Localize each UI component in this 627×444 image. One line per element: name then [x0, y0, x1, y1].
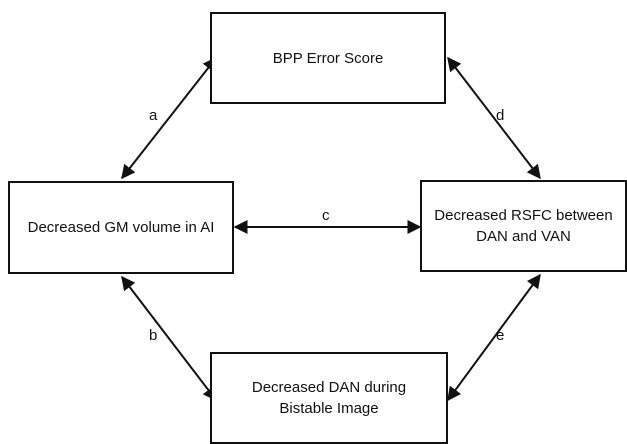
node-decreased-rsfc: Decreased RSFC between DAN and VAN — [420, 180, 627, 272]
node-decreased-dan: Decreased DAN during Bistable Image — [210, 352, 448, 444]
node-decreased-dan-label: Decreased DAN during Bistable Image — [251, 379, 407, 417]
node-decreased-gm-volume: Decreased GM volume in AI — [8, 181, 234, 274]
node-decreased-rsfc-label: Decreased RSFC between DAN and VAN — [434, 207, 613, 245]
edge-b-arrow — [121, 275, 217, 402]
edge-label-d: d — [496, 107, 505, 124]
edge-label-b: b — [149, 327, 158, 344]
node-bpp-error-score-label: BPP Error Score — [272, 49, 384, 67]
node-bpp-error-score: BPP Error Score — [210, 12, 446, 104]
edge-label-c: c — [322, 207, 330, 224]
edge-label-e: e — [496, 327, 505, 344]
edge-label-a: a — [149, 107, 158, 124]
edge-d-arrow — [447, 56, 541, 180]
edge-a-arrow — [121, 56, 217, 180]
node-decreased-gm-volume-label: Decreased GM volume in AI — [27, 219, 215, 236]
edge-e-arrow — [447, 273, 541, 402]
